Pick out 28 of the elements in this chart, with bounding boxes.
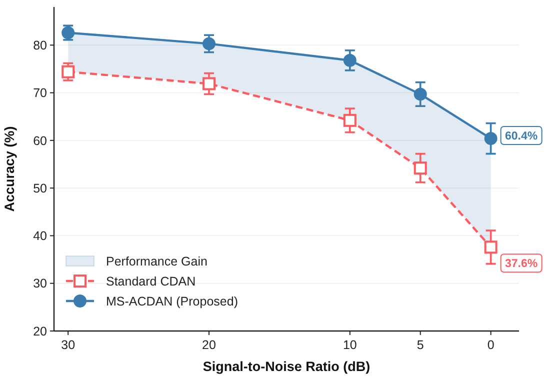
point <box>414 88 427 101</box>
x-axis-title: Signal-to-Noise Ratio (dB) <box>202 359 370 374</box>
legend-label: MS-ACDAN (Proposed) <box>106 294 238 308</box>
y-tick-label: 40 <box>33 229 48 244</box>
y-tick-label: 20 <box>33 324 48 338</box>
y-tick-label: 50 <box>33 181 48 196</box>
x-tick-label: 10 <box>342 338 357 352</box>
point <box>484 132 498 146</box>
legend-label: Standard CDAN <box>106 274 196 288</box>
x-tick-label: 5 <box>416 338 424 352</box>
y-tick-label: 80 <box>33 38 48 52</box>
y-axis-title: Accuracy (%) <box>2 126 17 212</box>
x-tick-label: 0 <box>487 338 494 352</box>
point <box>414 162 427 175</box>
point <box>343 54 356 67</box>
point <box>202 77 216 90</box>
annotation: 37.6% <box>505 258 538 270</box>
annotation: 60.4% <box>505 130 538 143</box>
point <box>484 240 498 254</box>
annotation: Performance Gain <box>106 254 208 268</box>
y-tick-label: 30 <box>33 276 48 291</box>
point <box>343 114 356 127</box>
y-tick-label: 70 <box>33 86 48 100</box>
y-tick-label: 60 <box>33 134 48 148</box>
x-tick-label: 30 <box>61 338 76 352</box>
x-tick-label: 20 <box>202 338 216 352</box>
point <box>202 37 216 50</box>
point <box>62 65 75 78</box>
